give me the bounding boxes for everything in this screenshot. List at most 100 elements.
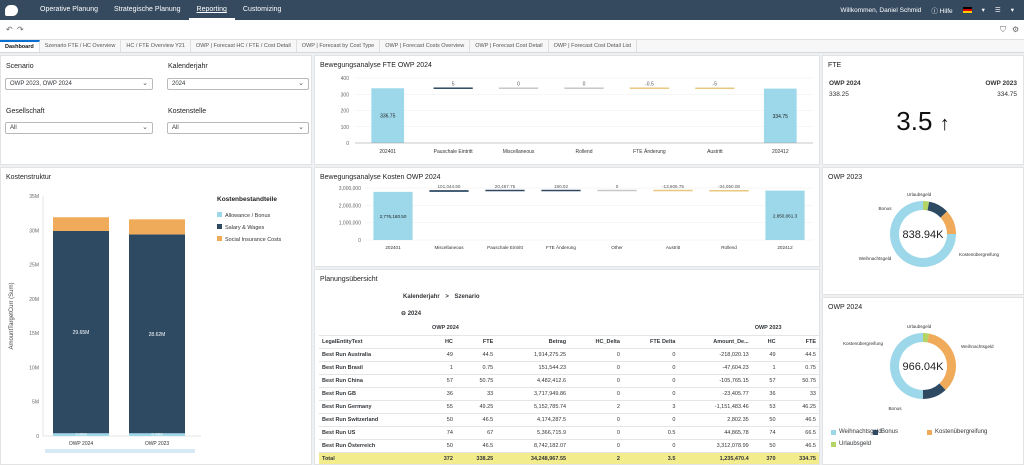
table-row: Best Run Australia 49 44.5 1,914,275.25 0 0 -2… <box>319 348 819 362</box>
donut-owp2023-title: OWP 2023 <box>828 174 863 181</box>
kostenstruktur-title: Kostenstruktur <box>6 174 52 181</box>
bar-small-label: 0.43M <box>151 432 162 437</box>
table-cell: 44.5 <box>455 348 497 362</box>
nav-item-3[interactable]: Customizing <box>242 6 282 13</box>
x-tick-label: FTE Änderung <box>633 148 666 155</box>
y-tick-label: 15M <box>29 331 39 337</box>
group-header: OWP 2024 <box>429 322 752 336</box>
legend-swatch <box>217 212 222 217</box>
arrow-up-icon: ↑ <box>939 113 950 135</box>
story-tabs: Dashboard Szenario FTE / HC Overview HC / … <box>0 40 1024 53</box>
table-cell: 370 <box>751 452 779 464</box>
table-cell: 2 <box>569 400 623 414</box>
row-label: Best Run Switzerland <box>319 413 430 427</box>
table-cell: 0 <box>622 413 679 427</box>
company-select[interactable]: All ⌄ <box>5 122 153 134</box>
donut-legend-item[interactable]: Weihnachtsgeld <box>831 429 882 435</box>
undo-icon[interactable]: ↶ <box>6 25 13 34</box>
nav-item-2[interactable]: Reporting <box>188 0 235 20</box>
table-cell: 50.75 <box>455 374 497 388</box>
table-cell: 46.5 <box>778 413 819 427</box>
filter-icon[interactable]: ⛉ <box>1000 25 1006 34</box>
column-header[interactable]: FTE <box>455 335 497 349</box>
year-group[interactable]: ⊖ 2024 <box>401 311 422 317</box>
legend-swatch <box>217 236 222 241</box>
language-flag-icon[interactable] <box>962 7 972 13</box>
group-header: OWP 2023 <box>751 322 819 336</box>
table-cell: 0 <box>569 387 623 401</box>
waterfall-bar <box>541 189 581 192</box>
costcenter-select[interactable]: All ⌄ <box>167 122 309 134</box>
table-cell: 46.5 <box>455 439 497 453</box>
table-cell: 46.5 <box>455 413 497 427</box>
nav-item-1[interactable]: Strategische Planung <box>113 6 181 13</box>
language-chevron-icon[interactable]: ▾ <box>981 7 985 14</box>
breadcrumb-year[interactable]: Kalenderjahr <box>403 294 440 300</box>
tab-7[interactable]: OWP | Forecast Cost Detail List <box>549 40 638 52</box>
table-cell: 50 <box>429 413 456 427</box>
table-cell: -47,604.23 <box>678 361 752 375</box>
year-select[interactable]: 2024 ⌄ <box>167 78 309 90</box>
tab-2[interactable]: HC / FTE Overview Y21 <box>121 40 191 52</box>
tab-0[interactable]: Dashboard <box>0 40 40 52</box>
x-tick-label: OWP 2023 <box>145 441 170 447</box>
fte-kpi-panel: FTE OWP 2024 338.25 OWP 2023 334.75 3.5 … <box>822 55 1024 165</box>
column-header[interactable]: HC <box>751 335 779 349</box>
column-header[interactable]: LegalEntityText <box>319 335 430 349</box>
tab-3[interactable]: OWP | Forecast HC / FTE / Cost Detail <box>191 40 297 52</box>
table-row: Best Run Germany 55 49.25 5,152,785.74 2 3 -1,… <box>319 400 819 414</box>
table-cell: 55 <box>429 400 456 414</box>
redo-icon[interactable]: ↷ <box>17 25 24 34</box>
donut-slice <box>923 201 930 211</box>
tab-1[interactable]: Szenario FTE / HC Overview <box>40 40 122 52</box>
table-cell: 50 <box>429 439 456 453</box>
donut-legend-item[interactable]: Bonus <box>873 429 898 435</box>
slice-label: Urlaubsgeld <box>907 192 932 197</box>
waterfall-bar <box>653 189 693 192</box>
table-cell: 3 <box>622 400 679 414</box>
legend-label: Kostenübergreifung <box>935 429 988 435</box>
tab-6[interactable]: OWP | Forecast Cost Detail <box>470 40 549 52</box>
scenario-select[interactable]: OWP 2023, OWP 2024 ⌄ <box>5 78 153 90</box>
bar-value-label: 2,850,061.3 <box>773 213 798 218</box>
app-logo[interactable] <box>0 0 22 20</box>
table-cell: 0.75 <box>778 361 819 375</box>
column-header[interactable]: FTE Delta <box>622 335 679 349</box>
company-value: All <box>10 125 17 131</box>
stacked-bar-segment <box>129 433 185 436</box>
menu-chevron-icon[interactable]: ▾ <box>1010 7 1014 14</box>
column-header[interactable]: FTE <box>778 335 819 349</box>
table-cell: 0 <box>569 439 623 453</box>
bar-value-label: 336.75 <box>380 114 396 120</box>
tab-5[interactable]: OWP | Forecast Costs Overview <box>380 40 471 52</box>
column-header[interactable]: Betrag <box>496 335 570 349</box>
table-cell: 33 <box>455 387 497 401</box>
column-header[interactable]: Amount_De... <box>678 335 752 349</box>
row-label: Total <box>319 452 430 464</box>
nav-item-0[interactable]: Operative Planung <box>40 6 98 13</box>
tab-4[interactable]: OWP | Forecast by Cost Type <box>297 40 381 52</box>
menu-icon[interactable]: ☰ <box>994 7 1001 14</box>
table-cell: 3,312,078.99 <box>678 439 752 453</box>
table-cell: 50.75 <box>778 374 819 388</box>
table-cell: 0 <box>622 387 679 401</box>
donut-legend-item[interactable]: Kostenübergreifung <box>927 429 987 435</box>
column-header[interactable]: HC <box>429 335 456 349</box>
breadcrumb-scenario[interactable]: Szenario <box>454 294 480 300</box>
table-cell: 0.5 <box>622 426 679 440</box>
settings-icon[interactable]: ⚙ <box>1012 25 1020 34</box>
kpi-left-value: 338.25 <box>829 91 849 98</box>
donut-legend-item[interactable]: Urlaubsgeld <box>831 441 871 447</box>
row-label: Best Run GB <box>319 387 430 401</box>
table-cell: 57 <box>751 374 779 388</box>
top-navigation: Operative Planung Strategische Planung Rep… <box>32 0 289 20</box>
column-header[interactable]: HC_Delta <box>569 335 623 349</box>
x-tick-label: Austritt <box>666 245 681 250</box>
stacked-bar-segment <box>53 433 109 436</box>
donut-slice <box>927 201 948 218</box>
chevron-down-icon: ⌄ <box>298 124 304 131</box>
donut-center-value: 966.04K <box>903 361 945 373</box>
scenario-value: OWP 2023, OWP 2024 <box>10 81 72 87</box>
bar-value-label: 101,044.60 <box>438 184 461 189</box>
help-link[interactable]: ⓘ Hilfe <box>931 8 953 15</box>
